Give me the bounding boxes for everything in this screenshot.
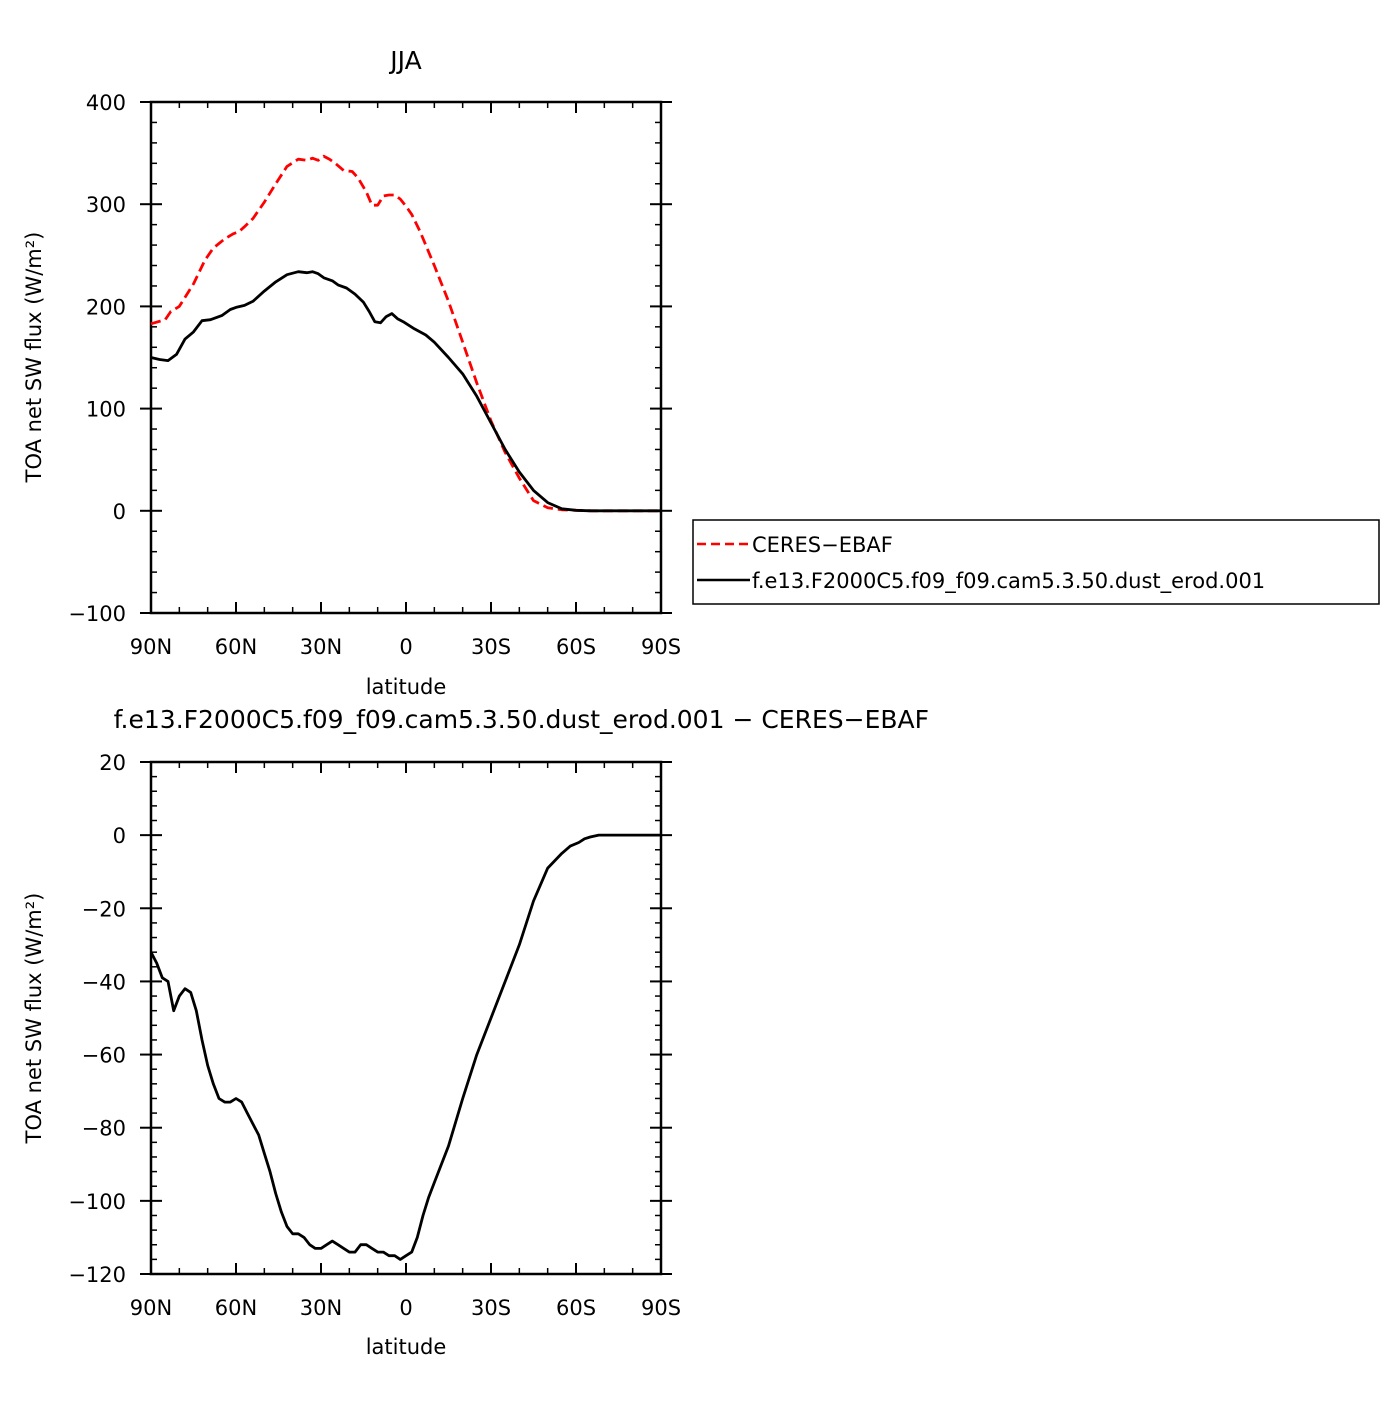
top-x-tick-label: 90N — [130, 635, 172, 659]
top-series-layer — [150, 154, 661, 513]
bottom-x-tick-label: 90N — [130, 1296, 172, 1320]
bottom-x-axis-label: latitude — [366, 1335, 447, 1359]
top-x-tick-label: 60S — [556, 635, 596, 659]
top-x-tick-label: 0 — [399, 635, 412, 659]
top-x-tick-label: 30S — [471, 635, 511, 659]
bottom-x-tick-label: 0 — [399, 1296, 412, 1320]
bottom-x-tick-label: 30N — [300, 1296, 342, 1320]
top-ticks: 90N 60N 30N 0 30S 60S 90S −100 0 100 200 300 400 — [68, 91, 681, 659]
bottom-y-axis-label: TOA net SW flux (W/m²) — [22, 893, 46, 1145]
top-y-tick-label: 400 — [86, 91, 126, 115]
legend-label-model: f.e13.F2000C5.f09_f09.cam5.3.50.dust_ero… — [752, 569, 1265, 594]
top-y-axis-label: TOA net SW flux (W/m²) — [22, 232, 46, 484]
bottom-y-tick-label: −80 — [82, 1117, 126, 1141]
top-chart-title: JJA — [388, 46, 421, 75]
legend-box — [692, 519, 1380, 605]
top-y-tick-label: 200 — [86, 295, 126, 319]
bottom-y-tick-label: −60 — [82, 1044, 126, 1068]
bottom-x-tick-label: 60N — [215, 1296, 257, 1320]
top-x-tick-label: 90S — [641, 635, 681, 659]
bottom-x-tick-label: 90S — [641, 1296, 681, 1320]
bottom-y-tick-label: −120 — [68, 1263, 126, 1287]
bottom-y-tick-label: 20 — [99, 751, 126, 775]
top-y-tick-label: 0 — [113, 500, 126, 524]
top-y-tick-label: 100 — [86, 398, 126, 422]
bottom-y-tick-label: −100 — [68, 1190, 126, 1214]
top-x-tick-label: 60N — [215, 635, 257, 659]
top-panel: JJA 90N 60N 30N 0 30S 60S 90S −100 0 100 200 300 400… — [22, 46, 681, 699]
legend-label-ceres: CERES−EBAF — [752, 533, 893, 557]
top-series-line-2 — [150, 270, 661, 513]
bottom-x-tick-label: 60S — [556, 1296, 596, 1320]
bottom-chart-title: f.e13.F2000C5.f09_f09.cam5.3.50.dust_ero… — [114, 705, 929, 734]
bottom-ticks: 90N 60N 30N 0 30S 60S 90S −120 −100 −80 −60 −40 −20 0… — [68, 751, 681, 1320]
top-y-tick-label: 300 — [86, 193, 126, 217]
top-series-line-1 — [150, 154, 661, 513]
top-y-tick-label: −100 — [68, 602, 126, 626]
bottom-y-tick-label: 0 — [113, 824, 126, 848]
legend: CERES−EBAF f.e13.F2000C5.f09_f09.cam5.3.… — [692, 519, 1380, 605]
top-x-axis-label: latitude — [366, 675, 447, 699]
bottom-y-tick-label: −20 — [82, 897, 126, 921]
bottom-series-layer — [149, 833, 661, 1261]
top-plot-frame — [149, 100, 663, 615]
top-x-tick-label: 30N — [300, 635, 342, 659]
bottom-series-line-1 — [149, 833, 661, 1261]
bottom-x-tick-label: 30S — [471, 1296, 511, 1320]
bottom-y-tick-label: −40 — [82, 970, 126, 994]
bottom-panel: f.e13.F2000C5.f09_f09.cam5.3.50.dust_ero… — [22, 705, 929, 1359]
